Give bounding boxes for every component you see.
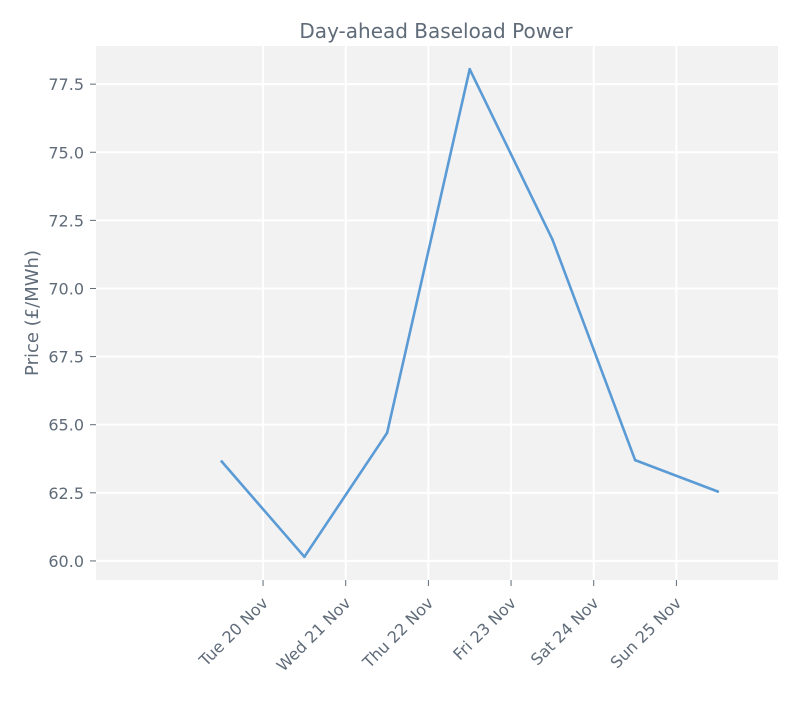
data-point <box>551 238 554 241</box>
x-tick-label: Thu 22 Nov <box>358 593 437 672</box>
y-tick-label: 67.5 <box>48 348 84 367</box>
chart-title: Day-ahead Baseload Power <box>299 19 573 43</box>
plot-area <box>96 46 778 580</box>
series-group <box>220 67 720 559</box>
x-tick-label: Wed 21 Nov <box>273 593 355 675</box>
x-tick-label: Tue 20 Nov <box>195 593 272 670</box>
data-point <box>633 458 637 462</box>
x-tick-label: Sun 25 Nov <box>607 593 686 672</box>
data-point <box>220 460 224 463</box>
y-tick-label: 72.5 <box>48 211 84 230</box>
y-tick-label: 75.0 <box>48 143 84 162</box>
y-axis-label: Price (£/MWh) <box>22 250 43 376</box>
grid <box>96 46 778 580</box>
data-point <box>385 431 389 435</box>
x-tick-label: Fri 23 Nov <box>449 593 520 664</box>
data-point <box>716 490 720 493</box>
data-point <box>303 555 306 559</box>
y-tick-label: 60.0 <box>48 552 84 571</box>
y-axis: 60.0 62.5 65.0 67.5 70.0 72.5 75.0 77.5 <box>48 75 96 571</box>
y-tick-label: 70.0 <box>48 279 84 298</box>
data-point <box>468 67 472 71</box>
y-tick-label: 77.5 <box>48 75 84 94</box>
x-axis: Tue 20 Nov Wed 21 Nov Thu 22 Nov Fri 23 Nov… <box>195 580 685 675</box>
y-tick-label: 62.5 <box>48 484 84 503</box>
y-tick-label: 65.0 <box>48 416 84 435</box>
x-tick-label: Sat 24 Nov <box>527 593 603 669</box>
